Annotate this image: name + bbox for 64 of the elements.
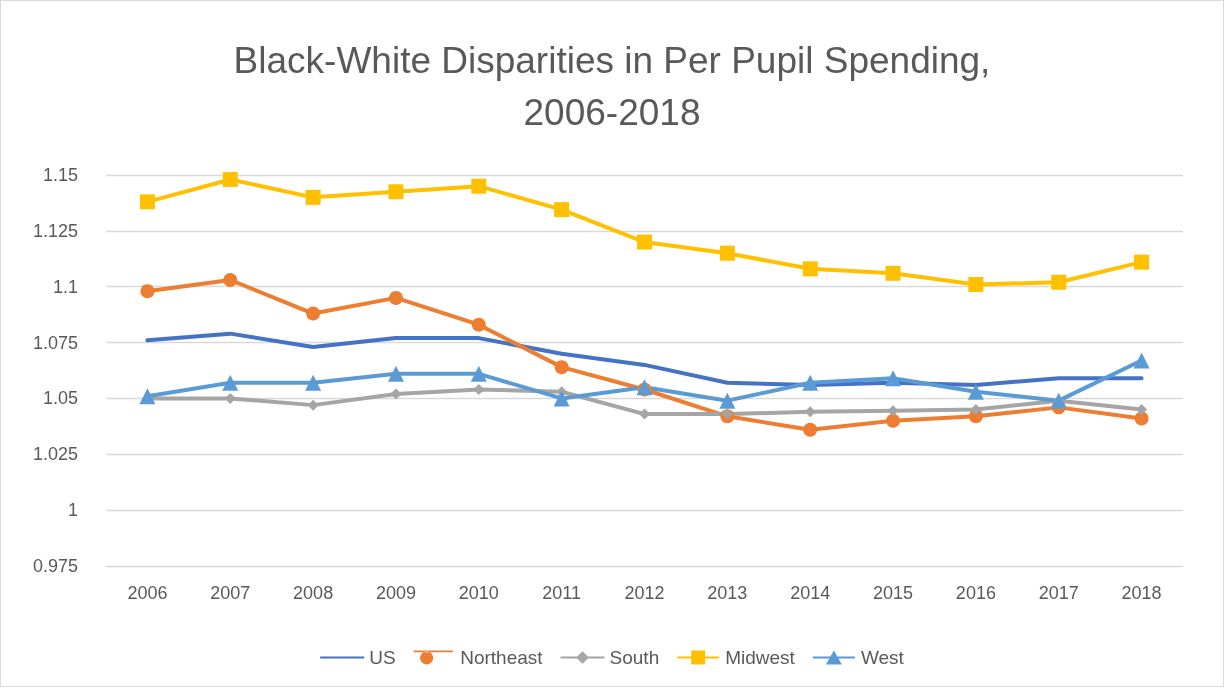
y-tick-label: 1 [67, 500, 78, 521]
point [471, 317, 486, 332]
point [553, 390, 570, 407]
point [223, 273, 238, 288]
point [307, 399, 319, 411]
x-tick-label: 2009 [375, 583, 416, 603]
x-tick-label: 2017 [1038, 583, 1079, 603]
point [1133, 352, 1150, 369]
point [967, 383, 984, 400]
x-tick-label: 2008 [293, 583, 334, 603]
point [803, 422, 818, 437]
point [719, 392, 736, 409]
point [554, 202, 570, 218]
y-tick-label: 1.15 [42, 165, 78, 185]
point [139, 194, 155, 210]
point [719, 245, 735, 261]
x-tick-label: 2013 [707, 583, 748, 603]
point [637, 234, 652, 250]
point [968, 276, 984, 292]
point [470, 365, 487, 382]
x-tick-label: 2016 [955, 583, 996, 603]
y-tick-label: 0.975 [32, 556, 78, 576]
legend-label: Northeast [460, 647, 544, 668]
point [554, 360, 569, 375]
legend-label: Midwest [725, 647, 796, 668]
point [885, 370, 902, 387]
point [1136, 404, 1148, 416]
point [1134, 254, 1150, 270]
point [721, 408, 733, 420]
chart-title: Black-White Disparities in Per Pupil Spending, 2006-2018 [233, 39, 991, 133]
x-tick-label: 2014 [790, 583, 831, 603]
point [1051, 274, 1067, 290]
x-tick-label: 2015 [873, 583, 914, 603]
x-tick-label: 2011 [542, 583, 582, 603]
point [802, 374, 819, 391]
point [886, 413, 901, 428]
x-tick-label: 2012 [624, 583, 665, 603]
point [305, 374, 322, 391]
y-tick-label: 1.025 [32, 444, 78, 465]
x-tick-label: 2006 [127, 583, 168, 603]
point [471, 178, 487, 194]
point [802, 261, 818, 277]
point [222, 374, 239, 391]
point [140, 284, 155, 299]
legend-label: West [860, 647, 905, 668]
point [970, 404, 982, 416]
point [306, 306, 321, 321]
point [139, 388, 156, 405]
point [222, 171, 238, 187]
point [388, 290, 403, 305]
y-tick-label: 1.075 [32, 332, 78, 353]
y-tick-label: 1.1 [52, 276, 78, 297]
point [388, 184, 404, 200]
x-tick-label: 2018 [1121, 583, 1162, 603]
legend-label: South [609, 647, 660, 668]
y-tick-label: 1.125 [32, 220, 78, 241]
y-tick-label: 1.05 [42, 388, 78, 409]
legend-label: US [369, 647, 396, 668]
x-tick-label: 2010 [458, 583, 499, 603]
point [1134, 411, 1149, 426]
x-tick-label: 2007 [210, 583, 251, 603]
point [387, 365, 404, 382]
point [305, 189, 321, 205]
point [885, 265, 901, 281]
